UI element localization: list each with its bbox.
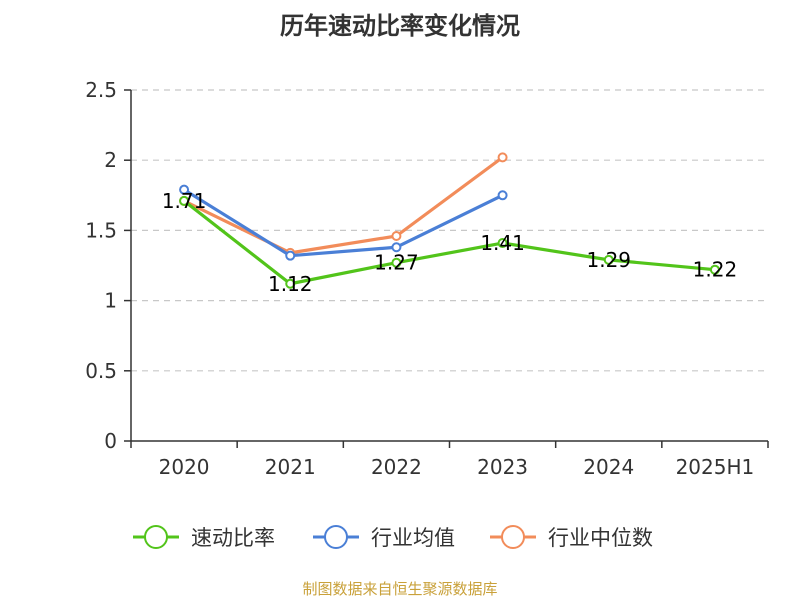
data-point — [497, 190, 508, 201]
axes: 0 0.5 1 1.5 2 2.5 2020 2021 2022 2023 2024 2025H1 — [85, 78, 769, 479]
x-tick-label: 2023 — [477, 455, 528, 479]
legend-marker — [324, 525, 348, 549]
data-point — [391, 231, 402, 242]
chart-title: 历年速动比率变化情况 — [280, 12, 520, 40]
grid-lines — [131, 89, 768, 372]
y-tick-label: 0 — [104, 429, 117, 453]
y-tick-label: 2 — [104, 148, 117, 172]
legend-marker — [144, 525, 168, 549]
legend-item-0: 速动比率 — [133, 525, 275, 550]
data-point — [603, 254, 614, 265]
data-point — [709, 264, 720, 275]
x-tick-label: 2021 — [265, 455, 316, 479]
data-label: 1.27 — [374, 251, 419, 275]
x-tick-label: 2024 — [583, 455, 634, 479]
legend-item-1: 行业均值 — [313, 525, 455, 550]
y-tick-label: 0.5 — [85, 359, 117, 383]
series-lines — [179, 152, 720, 289]
data-point — [179, 184, 190, 195]
legend-item-2: 行业中位数 — [490, 525, 653, 550]
legend: 速动比率 行业均值 行业中位数 — [133, 525, 653, 550]
series-line-1 — [183, 188, 504, 258]
y-tick-label: 2.5 — [85, 78, 117, 102]
legend-marker — [501, 525, 525, 549]
legend-label: 行业中位数 — [548, 526, 653, 550]
data-labels: 1.71 1.12 1.27 1.41 1.29 1.22 — [162, 189, 737, 296]
source-note: 制图数据来自恒生聚源数据库 — [302, 580, 498, 598]
data-label: 1.12 — [268, 272, 313, 296]
data-point — [497, 152, 508, 163]
y-tick-label: 1.5 — [85, 218, 117, 242]
data-point — [391, 242, 402, 253]
data-label: 1.29 — [586, 248, 631, 272]
legend-label: 行业均值 — [371, 526, 455, 550]
data-label: 1.71 — [162, 189, 207, 213]
series-line-0 — [183, 199, 716, 286]
data-point — [179, 195, 190, 206]
data-point — [497, 238, 508, 249]
series-line-2 — [183, 156, 504, 255]
y-tick-label: 1 — [104, 289, 117, 313]
data-label: 1.41 — [480, 231, 525, 255]
data-label: 1.22 — [693, 258, 738, 282]
x-tick-label: 2022 — [371, 455, 422, 479]
x-tick-label: 2020 — [159, 455, 210, 479]
x-tick-label: 2025H1 — [676, 455, 755, 479]
data-point — [285, 278, 296, 289]
data-point — [285, 250, 296, 261]
data-point — [391, 257, 402, 268]
legend-label: 速动比率 — [191, 526, 275, 550]
